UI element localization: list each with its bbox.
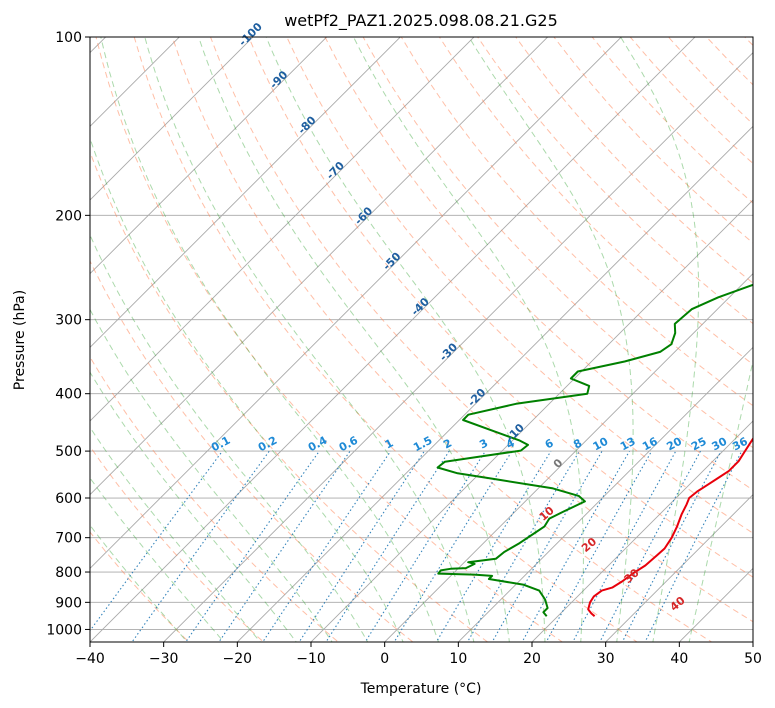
mixing-ratio-line bbox=[393, 450, 513, 642]
moist-adiabat-line bbox=[353, 37, 584, 642]
isotherm-line bbox=[384, 273, 753, 642]
x-tick-label: 30 bbox=[597, 651, 615, 667]
mixing-ratio-line bbox=[131, 450, 270, 642]
x-tick-label: 10 bbox=[449, 651, 467, 667]
y-axis-label: Pressure (hPa) bbox=[12, 290, 28, 390]
dry-adiabat-line bbox=[171, 37, 713, 642]
y-tick-label: 100 bbox=[55, 30, 82, 46]
dry-adiabat-line bbox=[209, 37, 753, 623]
isotherm-line bbox=[90, 37, 401, 348]
isotherm-line bbox=[236, 125, 753, 642]
mixing-ratio-line bbox=[491, 450, 603, 642]
dry-adiabat-line bbox=[324, 37, 753, 491]
dry-adiabat-line bbox=[133, 37, 638, 642]
moist-adiabat-line bbox=[90, 477, 225, 642]
moist-adiabat-line bbox=[620, 37, 700, 642]
isotherm-line bbox=[163, 52, 753, 642]
y-tick-label: 800 bbox=[55, 565, 82, 581]
mixing-ratio-label: 25 bbox=[689, 435, 709, 454]
dry-adiabat-line bbox=[362, 37, 753, 449]
chart-title: wetPf2_PAZ1.2025.098.08.21.G25 bbox=[284, 11, 558, 31]
moist-adiabat-line bbox=[90, 426, 261, 642]
x-tick-label: 50 bbox=[744, 651, 762, 667]
mixing-ratio-line bbox=[466, 450, 580, 642]
moist-adiabat-line bbox=[90, 308, 333, 642]
moist-adiabat-line bbox=[198, 37, 510, 642]
isotherm-line bbox=[90, 37, 696, 642]
x-tick-label: 40 bbox=[670, 651, 688, 667]
isotherm-line bbox=[90, 37, 328, 275]
mixing-ratio-label: 10 bbox=[591, 435, 611, 454]
x-tick-label: −20 bbox=[223, 651, 253, 667]
isotherm-line bbox=[605, 494, 753, 642]
moist-adiabat-line bbox=[90, 233, 369, 642]
isotherm-line bbox=[310, 199, 753, 642]
dry-adiabat-line bbox=[286, 37, 753, 534]
dewpoint-profile-line bbox=[436, 283, 753, 617]
dry-adiabat-line bbox=[90, 356, 339, 642]
dry-adiabat-line bbox=[95, 37, 564, 642]
dry-adiabat-line bbox=[90, 259, 414, 642]
y-tick-label: 700 bbox=[55, 531, 82, 547]
mixing-ratio-label: 16 bbox=[640, 435, 660, 454]
moist-adiabat-line bbox=[688, 358, 753, 642]
x-tick-label: 20 bbox=[523, 651, 541, 667]
mixing-ratio-line bbox=[298, 450, 425, 642]
y-tick-label: 200 bbox=[55, 208, 82, 224]
y-tick-label: 1000 bbox=[46, 622, 82, 638]
dry-adiabat-line bbox=[515, 37, 753, 284]
x-tick-label: −30 bbox=[149, 651, 179, 667]
mixing-ratio-label: 30 bbox=[710, 435, 730, 454]
moist-adiabat-line bbox=[468, 37, 634, 642]
mixing-ratio-line bbox=[262, 450, 392, 642]
x-tick-label: 0 bbox=[380, 651, 389, 667]
y-tick-label: 600 bbox=[55, 491, 82, 507]
mixing-ratio-line bbox=[572, 450, 677, 642]
moist-adiabat-line bbox=[90, 136, 404, 642]
series-layer bbox=[436, 283, 753, 617]
temperature-profile-line bbox=[587, 436, 753, 617]
isotherm-line bbox=[90, 37, 622, 569]
plot-frame bbox=[89, 36, 754, 643]
mixing-ratio-line bbox=[325, 450, 450, 642]
isotherm-line bbox=[90, 37, 254, 201]
y-tick-label: 900 bbox=[55, 595, 82, 611]
moist-adiabat-line bbox=[90, 371, 297, 642]
mixing-ratio-line bbox=[545, 450, 653, 642]
isotherm-line bbox=[90, 37, 180, 127]
mixing-ratio-line bbox=[364, 450, 486, 642]
y-tick-label: 500 bbox=[55, 444, 82, 460]
dry-adiabat-line bbox=[90, 150, 489, 642]
x-axis-label: Temperature (°C) bbox=[360, 681, 482, 697]
mixing-ratio-label: 36 bbox=[730, 435, 750, 454]
isotherm-line bbox=[90, 37, 475, 422]
dry-adiabat-line bbox=[90, 531, 190, 642]
moist-adiabat-line bbox=[144, 37, 475, 642]
mixing-ratio-label: 20 bbox=[664, 435, 684, 454]
isotherm-line bbox=[531, 420, 753, 642]
x-tick-label: −40 bbox=[75, 651, 105, 667]
mixing-ratio-line bbox=[435, 450, 552, 642]
isotherm-line bbox=[457, 346, 753, 642]
dry-adiabat-line bbox=[90, 445, 265, 642]
tick-layer: −40 −30 −20 −10 0 10 20 30 40 50 100 200 300 400 500 60… bbox=[46, 30, 762, 667]
mixing-ratio-label: 13 bbox=[618, 435, 638, 454]
y-tick-label: 300 bbox=[55, 313, 82, 329]
dry-adiabat-line bbox=[248, 37, 753, 578]
x-tick-label: −10 bbox=[296, 651, 326, 667]
mixing-ratio-line bbox=[218, 450, 351, 642]
plot-area bbox=[90, 37, 753, 642]
moist-adiabat-line bbox=[100, 37, 440, 642]
y-tick-label: 400 bbox=[55, 387, 82, 403]
isotherm-line bbox=[90, 37, 549, 496]
